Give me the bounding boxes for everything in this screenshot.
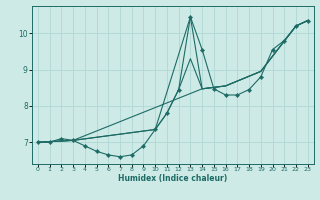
X-axis label: Humidex (Indice chaleur): Humidex (Indice chaleur) <box>118 174 228 183</box>
